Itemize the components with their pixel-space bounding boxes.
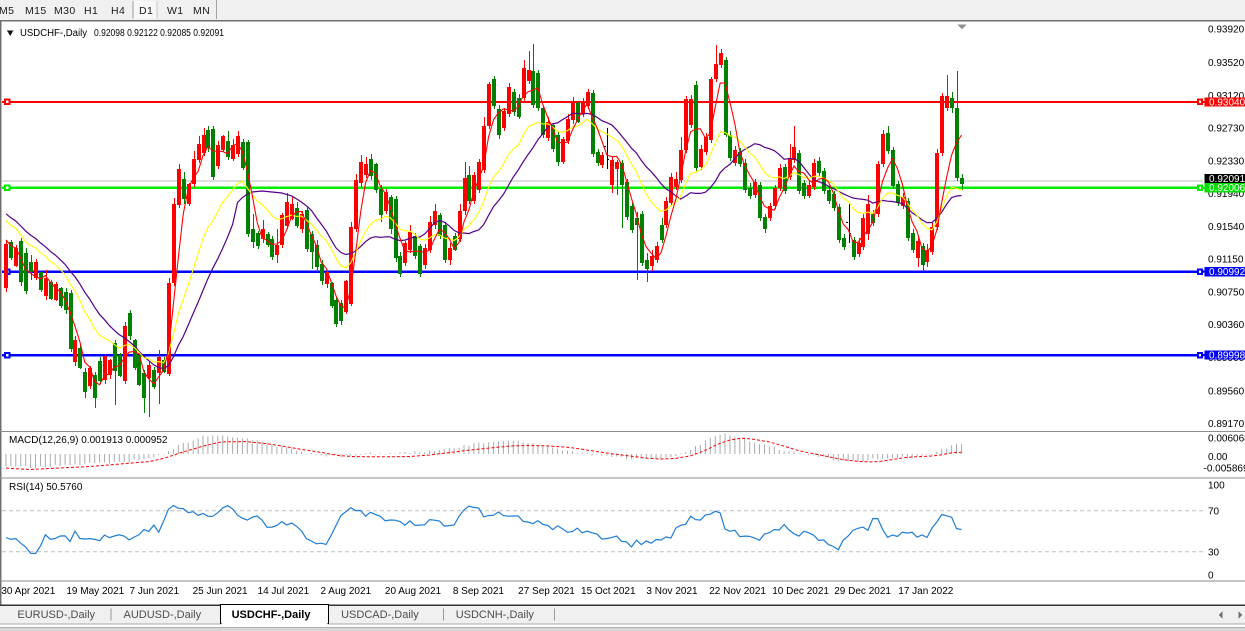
svg-text:70: 70 (1208, 506, 1220, 517)
svg-text:USDCHF-,Daily: USDCHF-,Daily (232, 609, 312, 621)
svg-text:MACD(12,26,9) 0.001913 0.00095: MACD(12,26,9) 0.001913 0.000952 (9, 435, 168, 446)
svg-text:0.93040: 0.93040 (1209, 97, 1245, 108)
svg-text:30 Apr 2021: 30 Apr 2021 (1, 586, 55, 597)
svg-text:0.93120: 0.93120 (1208, 91, 1245, 102)
svg-text:25 Jun 2021: 25 Jun 2021 (193, 586, 248, 597)
svg-text:EURUSD-,Daily: EURUSD-,Daily (17, 609, 95, 621)
svg-text:0.90750: 0.90750 (1208, 288, 1245, 299)
svg-text:0.93920: 0.93920 (1208, 25, 1245, 36)
svg-text:D1: D1 (139, 5, 153, 17)
svg-text:M30: M30 (54, 5, 76, 17)
svg-text:0.89170: 0.89170 (1208, 419, 1245, 430)
svg-text:0.90992: 0.90992 (1209, 267, 1245, 278)
svg-text:3 Nov 2021: 3 Nov 2021 (646, 586, 698, 597)
svg-text:27 Sep 2021: 27 Sep 2021 (518, 586, 575, 597)
svg-text:-0.005869: -0.005869 (1204, 464, 1245, 475)
svg-text:0.93520: 0.93520 (1208, 58, 1245, 69)
svg-text:7 Jun 2021: 7 Jun 2021 (130, 586, 180, 597)
svg-text:100: 100 (1208, 481, 1225, 492)
svg-text:20 Aug 2021: 20 Aug 2021 (385, 586, 442, 597)
svg-text:M15: M15 (25, 5, 47, 17)
svg-text:17 Jan 2022: 17 Jan 2022 (898, 586, 953, 597)
svg-text:USDCHF-,Daily: USDCHF-,Daily (20, 28, 87, 39)
svg-text:M5: M5 (0, 5, 14, 17)
svg-text:H1: H1 (84, 5, 98, 17)
svg-text:0.92006: 0.92006 (1209, 183, 1245, 194)
svg-text:0.006068: 0.006068 (1208, 433, 1245, 444)
svg-text:RSI(14) 50.5760: RSI(14) 50.5760 (9, 482, 83, 493)
svg-text:30: 30 (1208, 547, 1220, 558)
svg-text:0.89560: 0.89560 (1208, 386, 1245, 397)
svg-text:0.92730: 0.92730 (1208, 123, 1245, 134)
svg-text:14 Jul 2021: 14 Jul 2021 (258, 586, 310, 597)
svg-text:0.91540: 0.91540 (1208, 222, 1245, 233)
svg-text:22 Nov 2021: 22 Nov 2021 (709, 586, 766, 597)
svg-text:29 Dec 2021: 29 Dec 2021 (834, 586, 891, 597)
svg-text:USDCNH-,Daily: USDCNH-,Daily (456, 609, 535, 621)
svg-text:0.92091: 0.92091 (1209, 174, 1245, 185)
svg-text:0: 0 (1208, 571, 1214, 582)
svg-text:AUDUSD-,Daily: AUDUSD-,Daily (124, 609, 202, 621)
svg-text:0.89998: 0.89998 (1209, 351, 1245, 362)
svg-text:0.90360: 0.90360 (1208, 320, 1245, 331)
svg-text:MN: MN (193, 5, 210, 17)
svg-text:19 May 2021: 19 May 2021 (66, 586, 124, 597)
svg-text:2 Aug 2021: 2 Aug 2021 (320, 586, 371, 597)
svg-text:0.91150: 0.91150 (1208, 255, 1244, 266)
svg-text:10 Dec 2021: 10 Dec 2021 (772, 586, 829, 597)
svg-text:0.91940: 0.91940 (1208, 189, 1245, 200)
svg-text:0.00: 0.00 (1208, 452, 1228, 463)
svg-text:0.92098 0.92122 0.92085 0.9209: 0.92098 0.92122 0.92085 0.92091 (94, 28, 224, 39)
svg-text:H4: H4 (111, 5, 125, 17)
svg-text:USDCAD-,Daily: USDCAD-,Daily (341, 609, 419, 621)
svg-text:8 Sep 2021: 8 Sep 2021 (453, 586, 505, 597)
svg-text:0.92330: 0.92330 (1208, 157, 1245, 168)
svg-text:W1: W1 (167, 5, 184, 17)
svg-text:15 Oct 2021: 15 Oct 2021 (581, 586, 636, 597)
